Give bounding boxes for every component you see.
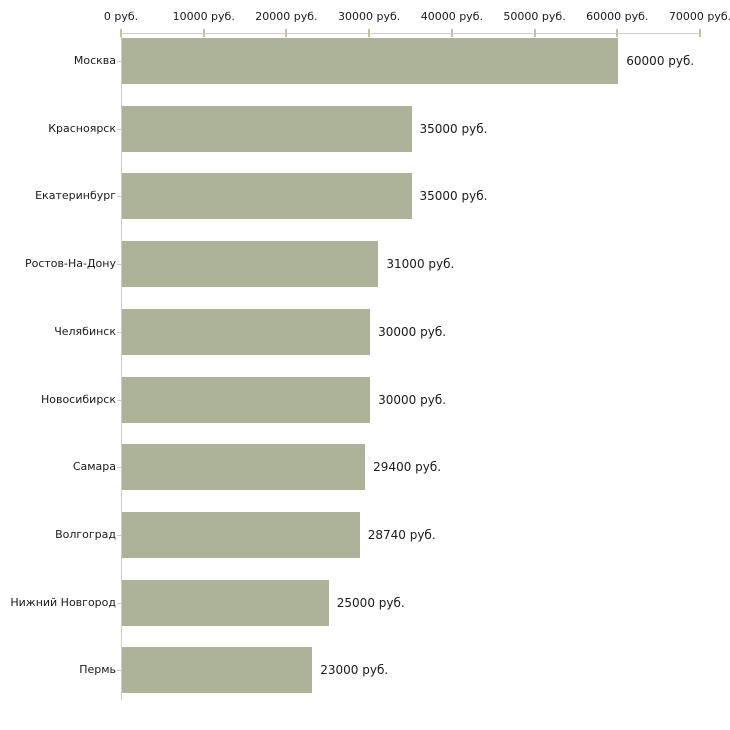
bar — [122, 444, 366, 491]
bar — [122, 376, 371, 423]
y-axis-tick-mark — [117, 264, 121, 266]
y-axis-tick-mark — [117, 128, 121, 130]
y-axis-tick-mark — [117, 467, 121, 469]
x-axis-tick-mark — [699, 29, 701, 37]
category-label: Ростов-На-Дону — [24, 257, 116, 271]
bar — [122, 241, 379, 288]
y-axis-tick-mark — [117, 331, 121, 333]
x-axis-tick-label: 60000 руб. — [586, 10, 649, 23]
x-axis-tick-mark — [616, 29, 619, 37]
category-label: Нижний Новгород — [10, 595, 116, 609]
bar — [122, 173, 412, 220]
value-label: 60000 руб. — [626, 54, 695, 68]
bar — [122, 38, 619, 84]
y-axis-tick-mark — [117, 534, 121, 536]
category-label: Волгоград — [55, 527, 116, 541]
value-label: 35000 руб. — [419, 189, 488, 204]
x-axis-tick-label: 40000 руб. — [420, 10, 483, 23]
category-label: Красноярск — [48, 121, 116, 135]
category-label: Москва — [73, 54, 116, 67]
category-label: Екатеринбург — [35, 189, 116, 203]
x-axis-tick-label: 10000 руб. — [172, 10, 235, 23]
value-label: 23000 руб. — [320, 663, 389, 678]
value-label: 25000 руб. — [336, 595, 405, 610]
y-axis-tick-mark — [117, 399, 121, 401]
value-label: 31000 руб. — [386, 257, 455, 272]
x-axis-tick-label: 0 руб. — [103, 10, 139, 23]
bar — [122, 647, 313, 694]
x-axis-tick-label: 30000 руб. — [338, 10, 401, 23]
x-axis-tick-mark — [202, 29, 205, 37]
x-axis-tick-label: 70000 руб. — [668, 10, 730, 23]
value-label: 28740 руб. — [367, 527, 436, 542]
value-label: 29400 руб. — [373, 460, 442, 475]
y-axis-tick-mark — [117, 602, 121, 604]
category-label: Новосибирск — [40, 392, 116, 406]
y-axis-line — [121, 33, 122, 700]
x-axis-tick-label: 20000 руб. — [255, 10, 318, 23]
x-axis-tick-mark — [120, 29, 122, 37]
category-label: Самара — [72, 460, 116, 474]
value-label: 30000 руб. — [378, 392, 447, 407]
x-axis-tick-mark — [450, 29, 453, 37]
bar — [122, 511, 360, 558]
bar — [122, 308, 371, 355]
category-label: Челябинск — [54, 324, 116, 338]
x-axis-tick-mark — [368, 29, 371, 37]
value-label: 30000 руб. — [378, 324, 447, 339]
y-axis-tick-mark — [117, 670, 121, 672]
x-axis-tick-label: 50000 руб. — [503, 10, 566, 23]
bar — [122, 105, 412, 152]
y-axis-tick-mark — [117, 196, 121, 198]
bar — [122, 579, 329, 626]
x-axis-tick-mark — [285, 29, 288, 37]
value-label: 35000 руб. — [419, 121, 488, 136]
y-axis-tick-mark — [117, 61, 121, 62]
x-axis-tick-mark — [533, 29, 536, 37]
x-axis-line — [121, 33, 700, 34]
category-label: Пермь — [79, 663, 116, 677]
